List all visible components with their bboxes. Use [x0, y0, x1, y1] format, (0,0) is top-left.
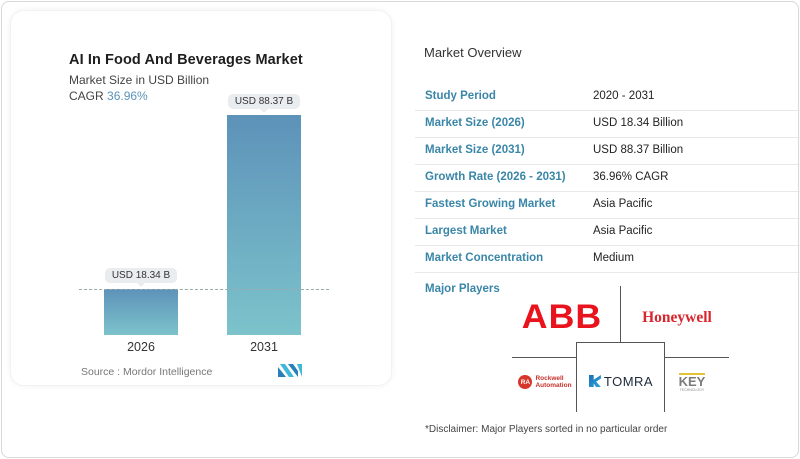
tomra-logo: TOMRA [584, 372, 658, 390]
overview-key: Largest Market [425, 225, 507, 237]
key-subtext: TECHNOLOGY [679, 388, 705, 392]
overview-value: 2020 - 2031 [593, 90, 655, 102]
cagr-value: 36.96% [107, 89, 148, 103]
overview-key: Fastest Growing Market [425, 198, 556, 210]
overview-key: Growth Rate (2026 - 2031) [425, 171, 566, 183]
players-divider-right [664, 357, 729, 358]
overview-key: Study Period [425, 90, 496, 102]
cagr-label: CAGR [69, 89, 104, 103]
overview-value: Asia Pacific [593, 225, 653, 237]
bar-2026 [104, 289, 178, 335]
rockwell-text: Rockwell Automation [535, 375, 571, 389]
cagr-line: CAGR 36.96% [69, 89, 148, 103]
tomra-text: TOMRA [603, 373, 654, 389]
key-technology-logo: KEY TECHNOLOGY [674, 370, 710, 396]
overview-row-market-size-2031: Market Size (2031) USD 88.37 Billion [415, 138, 800, 165]
bar-2031 [227, 115, 301, 335]
bar-value-label-2026: USD 18.34 B [105, 268, 177, 287]
overview-value: 36.96% CAGR [593, 171, 669, 183]
mordor-intelligence-logo-icon [278, 364, 302, 377]
rockwell-line2: Automation [535, 382, 572, 389]
reference-dashed-line [79, 289, 329, 290]
chart-title: AI In Food And Beverages Market [69, 52, 303, 68]
overview-row-largest-market: Largest Market Asia Pacific [415, 219, 800, 246]
chart-card [10, 10, 392, 386]
source-text: Source : Mordor Intelligence [81, 366, 213, 378]
overview-row-market-concentration: Market Concentration Medium [415, 246, 800, 273]
key-text: KEY [678, 373, 706, 389]
honeywell-logo: Honeywell [642, 309, 712, 326]
overview-key: Market Size (2026) [425, 117, 525, 129]
overview-key: Market Concentration [425, 252, 544, 264]
overview-row-fastest-growing-market: Fastest Growing Market Asia Pacific [415, 192, 800, 219]
tomra-mark-icon [588, 375, 601, 387]
rockwell-automation-logo: RA Rockwell Automation [515, 372, 575, 392]
bar-value-label-2031: USD 88.37 B [228, 94, 300, 113]
overview-value: USD 88.37 Billion [593, 144, 684, 156]
x-tick-2031: 2031 [250, 340, 278, 354]
overview-value: USD 18.34 Billion [593, 117, 684, 129]
rockwell-badge-icon: RA [518, 375, 533, 389]
rockwell-line1: Rockwell [535, 375, 564, 382]
chart-subtitle: Market Size in USD Billion [69, 73, 210, 87]
overview-row-market-size-2026: Market Size (2026) USD 18.34 Billion [415, 111, 800, 138]
players-box-left [576, 342, 577, 412]
x-tick-2026: 2026 [127, 340, 155, 354]
players-divider-left [512, 357, 576, 358]
overview-value: Asia Pacific [593, 198, 653, 210]
players-divider-vertical-top [620, 286, 621, 343]
major-players-label: Major Players [425, 283, 500, 295]
market-overview-title: Market Overview [424, 45, 522, 60]
overview-row-growth-rate: Growth Rate (2026 - 2031) 36.96% CAGR [415, 165, 800, 192]
disclaimer: *Disclaimer: Major Players sorted in no … [425, 424, 668, 435]
players-box-right [664, 342, 665, 412]
players-box-top [576, 342, 665, 343]
overview-key: Market Size (2031) [425, 144, 525, 156]
abb-logo: ABB [521, 297, 603, 336]
overview-row-study-period: Study Period 2020 - 2031 [415, 84, 800, 111]
overview-value: Medium [593, 252, 634, 264]
